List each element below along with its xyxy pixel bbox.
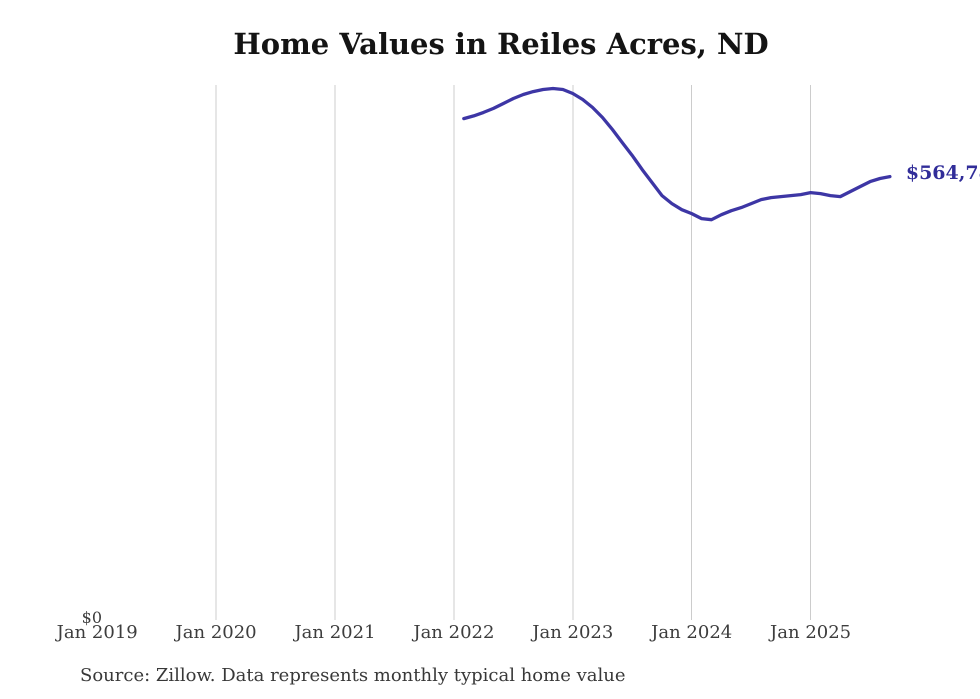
x-axis-label: Jan 2024	[651, 622, 733, 643]
x-axis-label: Jan 2022	[413, 622, 495, 643]
source-note: Source: Zillow. Data represents monthly …	[80, 665, 626, 686]
chart-title: Home Values in Reiles Acres, ND	[233, 27, 769, 61]
x-axis-label: Jan 2021	[294, 622, 376, 643]
home-value-line	[462, 86, 892, 222]
x-axis-label: Jan 2019	[56, 622, 138, 643]
x-axis-label: Jan 2023	[532, 622, 614, 643]
end-value-label: $564,782	[905, 161, 980, 184]
y-axis-zero-label: $0	[81, 608, 102, 627]
x-axis-label: Jan 2020	[175, 622, 257, 643]
x-axis-label: Jan 2025	[770, 622, 852, 643]
